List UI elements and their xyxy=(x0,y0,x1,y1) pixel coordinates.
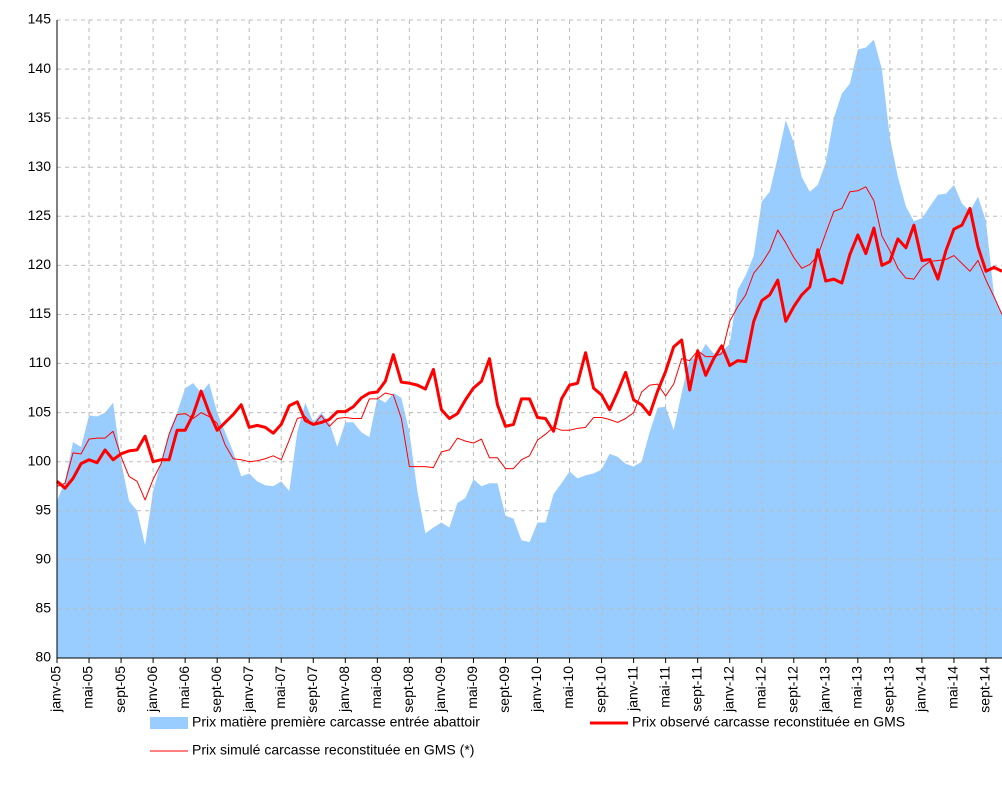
x-tick-label: sept-05 xyxy=(112,666,128,713)
y-tick-label: 95 xyxy=(35,501,51,517)
y-tick-label: 100 xyxy=(28,452,52,468)
x-tick-label: janv-08 xyxy=(336,666,352,713)
x-tick-label: mai-12 xyxy=(752,666,768,709)
legend-swatch xyxy=(150,717,188,729)
y-tick-label: 145 xyxy=(28,11,52,27)
x-tick-label: mai-13 xyxy=(849,666,865,709)
x-tick-label: sept-14 xyxy=(977,666,993,713)
legend-label: Prix matière première carcasse entrée ab… xyxy=(192,714,480,730)
y-tick-label: 105 xyxy=(28,403,52,419)
y-tick-label: 140 xyxy=(28,60,52,76)
x-tick-label: sept-13 xyxy=(881,666,897,713)
y-tick-label: 85 xyxy=(35,600,51,616)
x-tick-label: mai-10 xyxy=(560,666,576,709)
x-tick-label: mai-06 xyxy=(176,666,192,709)
line xyxy=(56,206,1002,490)
x-tick-label: janv-07 xyxy=(240,666,256,713)
x-tick-label: janv-06 xyxy=(144,666,160,713)
y-tick-label: 80 xyxy=(35,649,51,665)
x-tick-label: sept-12 xyxy=(784,666,800,713)
y-tick-label: 90 xyxy=(35,551,51,567)
x-tick-label: janv-14 xyxy=(913,666,929,713)
legend-label: Prix observé carcasse reconstituée en GM… xyxy=(632,714,905,730)
x-tick-label: sept-07 xyxy=(304,666,320,713)
x-tick-label: janv-12 xyxy=(720,666,736,713)
x-tick-label: sept-10 xyxy=(592,666,608,713)
x-tick-label: mai-14 xyxy=(945,666,961,709)
x-tick-label: sept-09 xyxy=(496,666,512,713)
y-tick-label: 135 xyxy=(28,109,52,125)
x-tick-label: janv-09 xyxy=(432,666,448,713)
y-tick-label: 125 xyxy=(28,207,52,223)
x-tick-label: mai-05 xyxy=(80,666,96,709)
x-tick-label: sept-06 xyxy=(208,666,224,713)
x-tick-label: sept-11 xyxy=(688,666,704,712)
y-tick-label: 120 xyxy=(28,256,52,272)
x-tick-label: sept-08 xyxy=(400,666,416,713)
y-tick-label: 110 xyxy=(29,354,52,370)
legend-label: Prix simulé carcasse reconstituée en GMS… xyxy=(192,742,474,758)
x-tick-label: janv-13 xyxy=(817,666,833,713)
line xyxy=(56,186,1002,501)
y-tick-label: 130 xyxy=(28,158,52,174)
x-tick-label: mai-09 xyxy=(464,666,480,709)
x-tick-label: mai-11 xyxy=(656,666,672,708)
y-tick-label: 115 xyxy=(29,305,52,321)
x-tick-label: mai-08 xyxy=(368,666,384,709)
x-tick-label: mai-07 xyxy=(272,666,288,709)
x-tick-label: janv-11 xyxy=(624,666,640,712)
x-tick-label: janv-05 xyxy=(48,666,64,713)
area xyxy=(57,39,1002,659)
x-tick-label: janv-10 xyxy=(528,666,544,713)
